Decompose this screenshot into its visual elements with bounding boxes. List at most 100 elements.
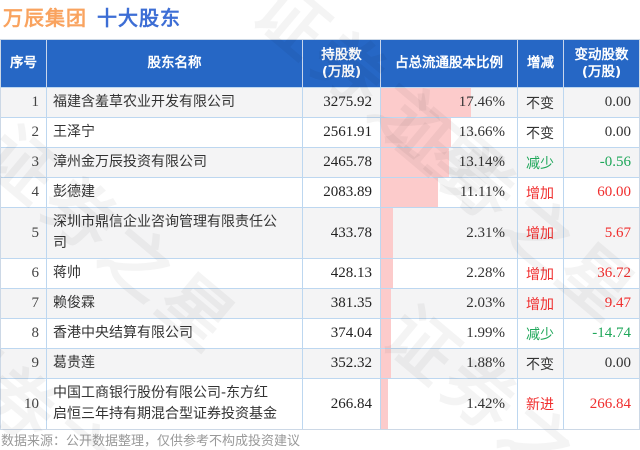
cell-shares-held: 2083.89	[303, 178, 381, 207]
cell-shareholder-name: 福建含羞草农业开发有限公司	[47, 88, 303, 117]
cell-change-direction: 增加	[518, 259, 564, 288]
cell-shares-held: 381.35	[303, 289, 381, 318]
cell-percent-of-float: 17.46%	[381, 88, 518, 117]
percent-bar	[381, 349, 391, 378]
percent-bar	[381, 259, 393, 288]
percent-bar	[381, 148, 449, 177]
cell-shareholder-name: 葛贵莲	[47, 349, 303, 378]
cell-shares-held: 433.78	[303, 208, 381, 258]
cell-change-direction: 增加	[518, 178, 564, 207]
table-row: 9 葛贵莲 352.32 1.88% 不变 0.00	[1, 348, 639, 378]
percent-value: 11.11%	[459, 184, 505, 200]
header-shares-held: 持股数 (万股)	[303, 40, 381, 87]
cell-change-shares: 0.00	[604, 124, 631, 140]
cell-percent-of-float: 11.11%	[381, 178, 518, 207]
cell-change-shares: 36.72	[597, 265, 631, 281]
cell-percent-of-float: 2.03%	[381, 289, 518, 318]
percent-bar	[381, 208, 393, 258]
cell-rank: 6	[1, 259, 47, 288]
percent-bar	[381, 379, 389, 429]
percent-value: 1.99%	[466, 325, 505, 341]
cell-shareholder-name: 彭德建	[47, 178, 303, 207]
cell-change-direction: 减少	[518, 319, 564, 348]
table-row: 5 深圳市鼎信企业咨询管理有限责任公 司 433.78 2.31% 增加 5.67	[1, 207, 639, 258]
table-row: 1 福建含羞草农业开发有限公司 3275.92 17.46% 不变 0.00	[1, 87, 639, 117]
cell-change-direction: 不变	[518, 349, 564, 378]
top10-shareholders-table: 序号 股东名称 持股数 (万股) 占总流通股本比例 增减 变动股数 (万股) 1 福建含羞草…	[0, 39, 640, 430]
cell-shareholder-name: 赖俊霖	[47, 289, 303, 318]
cell-percent-of-float: 1.88%	[381, 349, 518, 378]
header-change-shares: 变动股数 (万股)	[574, 46, 629, 80]
cell-percent-of-float: 1.42%	[381, 379, 518, 429]
cell-shareholder-name: 漳州金万辰投资有限公司	[47, 148, 303, 177]
page-title: 万辰集团 十大股东	[3, 2, 181, 31]
cell-change-direction: 不变	[518, 118, 564, 147]
cell-change-shares: 9.47	[604, 295, 631, 311]
cell-shareholder-name: 王泽宁	[47, 118, 303, 147]
cell-rank: 2	[1, 118, 47, 147]
table-row: 8 香港中央结算有限公司 374.04 1.99% 减少 -14.74	[1, 318, 639, 348]
cell-shares-held: 428.13	[303, 259, 381, 288]
table-header-row: 序号 股东名称 持股数 (万股) 占总流通股本比例 增减 变动股数 (万股)	[1, 40, 639, 87]
percent-value: 17.46%	[458, 94, 505, 110]
percent-value: 13.66%	[458, 124, 505, 140]
cell-percent-of-float: 13.66%	[381, 118, 518, 147]
cell-change-shares: -14.74	[592, 325, 631, 341]
cell-percent-of-float: 2.28%	[381, 259, 518, 288]
cell-rank: 8	[1, 319, 47, 348]
cell-rank: 5	[1, 208, 47, 258]
cell-rank: 4	[1, 178, 47, 207]
percent-bar	[381, 319, 392, 348]
percent-value: 2.31%	[466, 224, 505, 241]
cell-shareholder-name: 蒋帅	[47, 259, 303, 288]
cell-percent-of-float: 13.14%	[381, 148, 518, 177]
percent-bar	[381, 289, 392, 318]
percent-bar	[381, 88, 471, 117]
data-source-note: 数据来源：公开数据整理，仅供参考不构成投资建议	[1, 434, 301, 449]
cell-change-shares: 266.84	[589, 395, 631, 412]
table-row: 6 蒋帅 428.13 2.28% 增加 36.72	[1, 258, 639, 288]
cell-change-shares: -0.56	[599, 154, 631, 170]
cell-shareholder-name: 深圳市鼎信企业咨询管理有限责任公 司	[47, 208, 303, 258]
cell-shares-held: 2465.78	[303, 148, 381, 177]
cell-rank: 9	[1, 349, 47, 378]
percent-value: 1.88%	[466, 355, 505, 371]
cell-shareholder-name: 中国工商银行股份有限公司-东方红 启恒三年持有期混合型证券投资基金	[47, 379, 303, 429]
cell-shares-held: 2561.91	[303, 118, 381, 147]
cell-rank: 7	[1, 289, 47, 318]
cell-rank: 1	[1, 88, 47, 117]
cell-change-shares: 0.00	[604, 94, 631, 110]
cell-shares-held: 266.84	[303, 379, 381, 429]
header-percent-of-float: 占总流通股本比例	[381, 40, 518, 87]
cell-change-shares: 60.00	[597, 184, 631, 200]
percent-bar	[381, 118, 452, 147]
cell-rank: 10	[1, 379, 47, 429]
percent-value: 2.28%	[466, 265, 505, 281]
cell-rank: 3	[1, 148, 47, 177]
cell-shareholder-name: 香港中央结算有限公司	[47, 319, 303, 348]
table-row: 7 赖俊霖 381.35 2.03% 增加 9.47	[1, 288, 639, 318]
table-row: 4 彭德建 2083.89 11.11% 增加 60.00	[1, 177, 639, 207]
percent-value: 13.14%	[458, 154, 505, 170]
cell-change-shares: 5.67	[604, 224, 631, 241]
cell-shares-held: 352.32	[303, 349, 381, 378]
cell-percent-of-float: 2.31%	[381, 208, 518, 258]
table-row: 3 漳州金万辰投资有限公司 2465.78 13.14% 减少 -0.56	[1, 147, 639, 177]
cell-change-direction: 减少	[518, 148, 564, 177]
cell-shares-held: 374.04	[303, 319, 381, 348]
cell-change-direction: 新进	[518, 379, 564, 429]
percent-bar	[381, 178, 439, 207]
percent-value: 2.03%	[466, 295, 505, 311]
percent-value: 1.42%	[466, 395, 505, 412]
cell-change-direction: 不变	[518, 88, 564, 117]
header-shareholder-name: 股东名称	[47, 40, 303, 87]
cell-change-direction: 增加	[518, 289, 564, 318]
cell-change-direction: 增加	[518, 208, 564, 258]
header-change-direction: 增减	[518, 40, 564, 87]
cell-percent-of-float: 1.99%	[381, 319, 518, 348]
cell-shares-held: 3275.92	[303, 88, 381, 117]
cell-change-shares: 0.00	[604, 355, 631, 371]
company-name: 万辰集团	[3, 6, 87, 30]
table-row: 10 中国工商银行股份有限公司-东方红 启恒三年持有期混合型证券投资基金 266.8…	[1, 378, 639, 429]
